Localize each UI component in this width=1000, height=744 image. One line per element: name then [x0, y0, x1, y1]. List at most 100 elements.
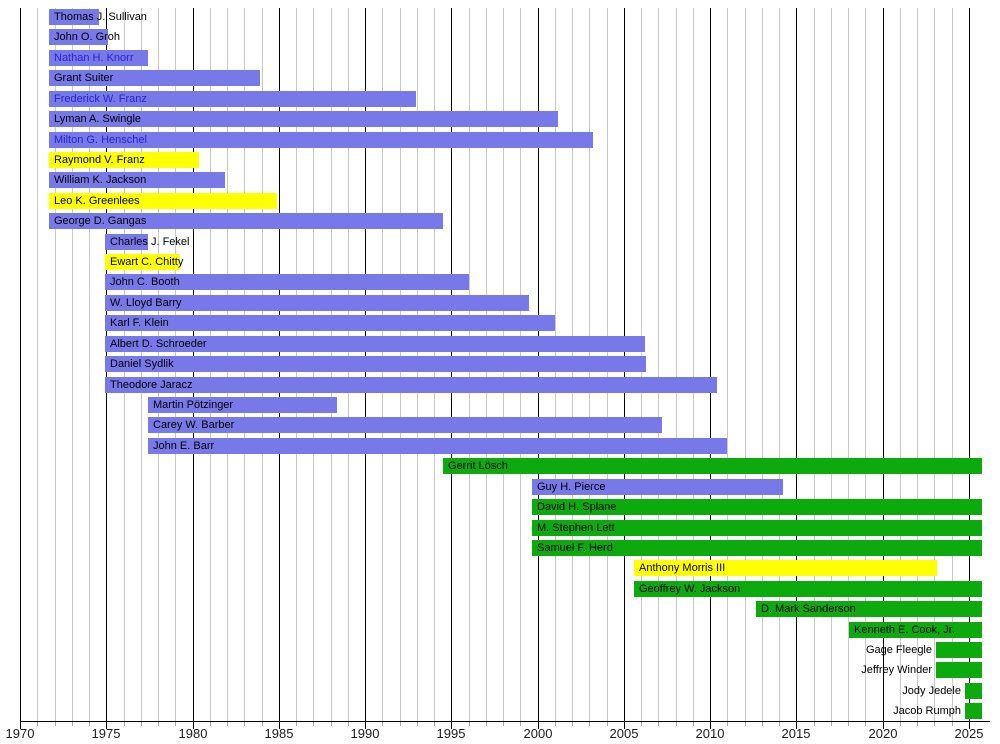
axis-tick-major [279, 722, 280, 729]
gridline-minor [917, 8, 918, 721]
member-bar [965, 703, 982, 719]
axis-year-label: 1980 [178, 726, 208, 741]
member-name-label: Theodore Jaracz [110, 379, 193, 391]
axis-tick-minor [313, 722, 314, 726]
axis-tick-minor [555, 722, 556, 726]
member-name-label: M. Stephen Lett [537, 522, 615, 534]
axis-year-label: 1970 [5, 726, 35, 741]
member-bar [49, 50, 148, 66]
axis-tick-minor [158, 722, 159, 726]
axis-year-label: 2000 [523, 726, 553, 741]
axis-tick-major [193, 722, 194, 729]
axis-year-label: 1985 [264, 726, 294, 741]
axis-tick-minor [89, 722, 90, 726]
axis-tick-minor [848, 722, 849, 726]
gridline-minor [848, 8, 849, 721]
axis-tick-minor [469, 722, 470, 726]
axis-year-label: 2010 [695, 726, 725, 741]
member-bar [49, 193, 277, 209]
axis-tick-minor [331, 722, 332, 726]
axis-tick-minor [417, 722, 418, 726]
axis-tick-minor [382, 722, 383, 726]
member-bar [105, 336, 645, 352]
member-name-label: George D. Gangas [54, 215, 147, 227]
member-name-label: Ewart C. Chitty [110, 256, 184, 268]
axis-tick-minor [296, 722, 297, 726]
axis-year-label: 2015 [781, 726, 811, 741]
axis-year-label: 1990 [350, 726, 380, 741]
member-bar [49, 91, 416, 107]
member-name-label: Thomas J. Sullivan [54, 11, 147, 23]
gridline-minor [779, 8, 780, 721]
axis-tick-minor [244, 722, 245, 726]
axis-tick-major [796, 722, 797, 729]
gridline-minor [814, 8, 815, 721]
axis-tick-minor [175, 722, 176, 726]
axis-tick-minor [693, 722, 694, 726]
axis-tick-minor [727, 722, 728, 726]
member-bar [105, 295, 529, 311]
axis-tick-minor [55, 722, 56, 726]
gridline-minor [900, 8, 901, 721]
axis-tick-minor [72, 722, 73, 726]
member-name-label: Geoffrey W. Jackson [639, 583, 741, 595]
member-bar [532, 520, 982, 536]
member-name-label: Lyman A. Swingle [54, 113, 142, 125]
axis-year-label: 2025 [954, 726, 984, 741]
member-name-label: Gage Fleegle [865, 644, 932, 656]
member-bar [148, 397, 337, 413]
axis-tick-minor [952, 722, 953, 726]
gridline-minor [89, 8, 90, 721]
gridline-minor [934, 8, 935, 721]
member-bar [965, 683, 982, 699]
axis-tick-major [106, 722, 107, 729]
member-bar [756, 601, 982, 617]
axis-year-label: 2020 [868, 726, 898, 741]
member-name-label: Grant Suiter [54, 72, 114, 84]
gridline-minor [55, 8, 56, 721]
member-bar [532, 479, 783, 495]
member-bar [105, 356, 646, 372]
axis-tick-minor [572, 722, 573, 726]
gridline-minor [762, 8, 763, 721]
member-bar [49, 213, 443, 229]
member-name-label: Anthony Morris III [639, 562, 726, 574]
member-name-label[interactable]: Frederick W. Franz [54, 93, 147, 105]
gridline-minor [693, 8, 694, 721]
member-bar [49, 9, 99, 25]
gridline-minor [658, 8, 659, 721]
axis-tick-minor [503, 722, 504, 726]
axis-tick-minor [658, 722, 659, 726]
axis-tick-minor [348, 722, 349, 726]
member-name-label[interactable]: Milton G. Henschel [54, 134, 147, 146]
member-name-label: Kenneth E. Cook, Jr. [854, 624, 955, 636]
axis-year-label: 1995 [436, 726, 466, 741]
axis-tick-minor [589, 722, 590, 726]
gridline-minor [952, 8, 953, 721]
axis-tick-minor [676, 722, 677, 726]
axis-tick-minor [762, 722, 763, 726]
axis-tick-minor [934, 722, 935, 726]
axis-tick-minor [779, 722, 780, 726]
axis-tick-minor [520, 722, 521, 726]
axis-year-label: 2005 [609, 726, 639, 741]
member-bar [849, 622, 982, 638]
member-name-label: Albert D. Schroeder [110, 338, 207, 350]
axis-tick-minor [37, 722, 38, 726]
member-bar [49, 70, 260, 86]
member-name-label: Raymond V. Franz [54, 154, 145, 166]
gridline-minor [865, 8, 866, 721]
member-name-label: Carey W. Barber [153, 419, 235, 431]
member-bar [532, 540, 982, 556]
gridline-major [20, 8, 21, 721]
axis-tick-major [883, 722, 884, 729]
axis-tick-minor [434, 722, 435, 726]
member-name-label: Martin Pötzinger [153, 399, 234, 411]
member-bar [105, 377, 717, 393]
member-name-label[interactable]: Nathan H. Knorr [54, 52, 134, 64]
member-bar [148, 438, 727, 454]
member-bar [936, 642, 982, 658]
axis-tick-minor [400, 722, 401, 726]
member-name-label: Samuel F. Herd [537, 542, 613, 554]
